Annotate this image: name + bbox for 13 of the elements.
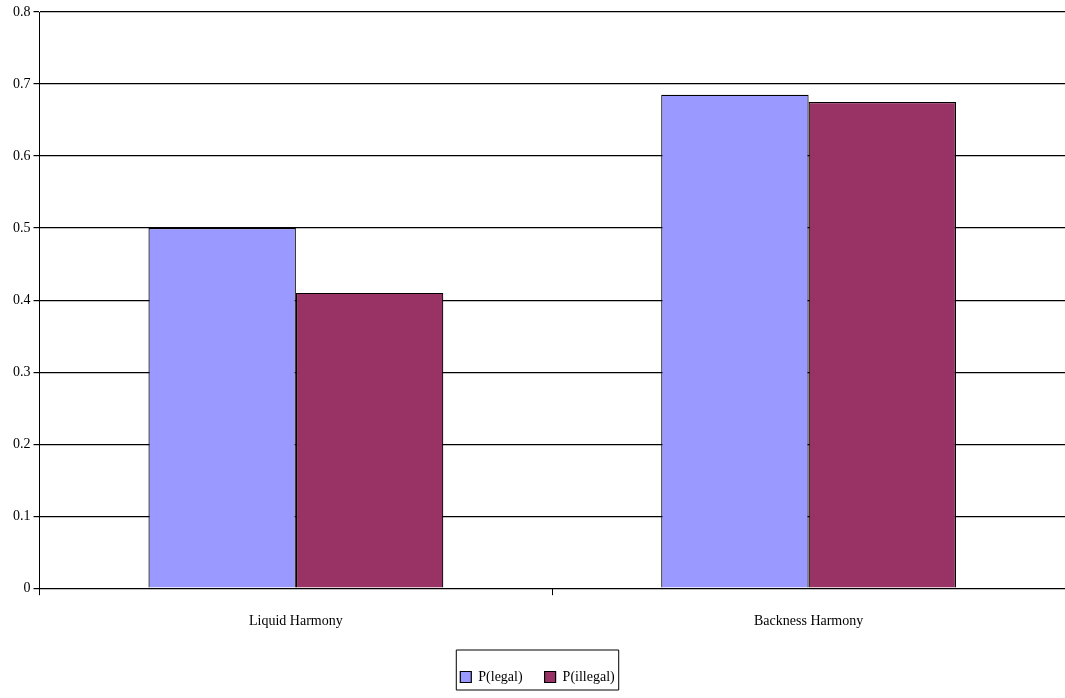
y-tick-label: 0.4 xyxy=(13,291,31,307)
y-tick-label: 0.3 xyxy=(13,363,31,379)
y-tick-label: 0 xyxy=(23,579,31,595)
x-tick-label: Liquid Harmony xyxy=(249,613,343,629)
y-tick-label: 0.8 xyxy=(13,3,31,19)
x-tick-label: Backness Harmony xyxy=(753,613,864,629)
y-tick-label: 0.6 xyxy=(13,147,31,163)
y-tick-label: 0.2 xyxy=(13,435,31,451)
legend-label: P(illegal) xyxy=(562,668,616,685)
y-tick-label: 0.5 xyxy=(13,219,31,235)
y-tick-label: 0.1 xyxy=(13,507,31,523)
y-tick-label: 0.7 xyxy=(13,75,31,91)
legend-label: P(legal) xyxy=(478,668,523,685)
